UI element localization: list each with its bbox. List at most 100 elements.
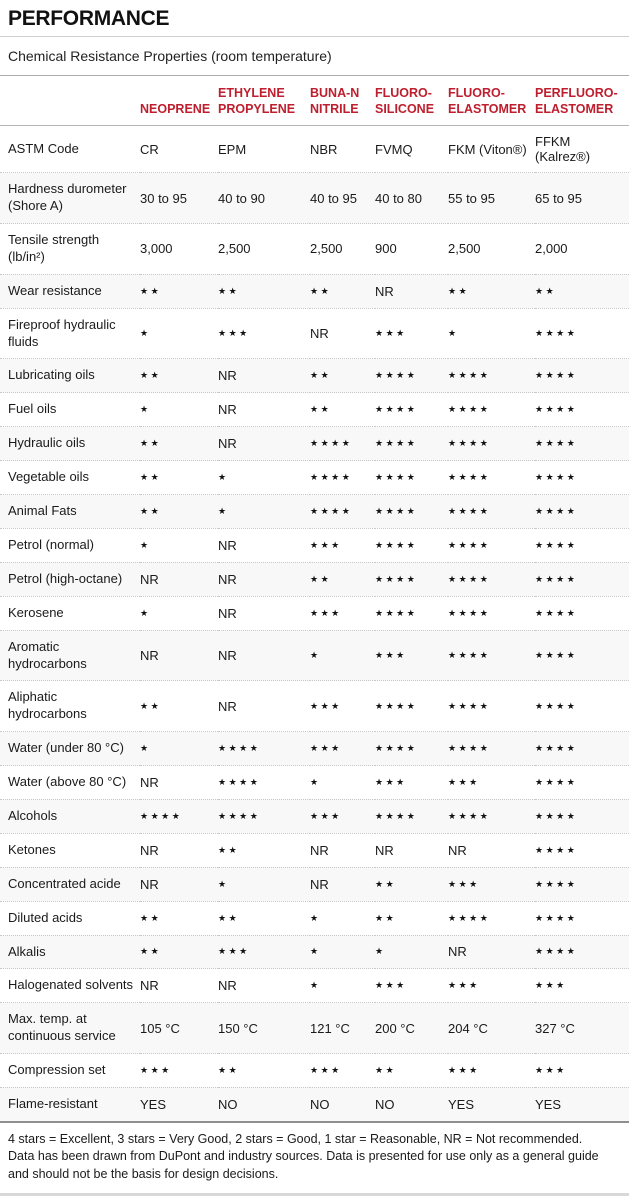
cell: ★★★ [448,878,480,889]
cell: ★★ [448,285,470,296]
cell: ★★ [218,912,240,923]
row-label: ASTM Code [8,140,79,156]
cell: ★★★★ [535,573,578,584]
cell: NR [448,944,467,960]
table-row: Petrol (high-octane) NR NR ★★ ★★★★ ★★★★ ★★★★ [0,562,629,597]
cell: ★ [310,946,321,957]
cell: 3,000 [140,241,173,257]
cell: 40 to 95 [310,190,357,206]
cell: ★★★★ [535,328,578,339]
cell: ★★ [140,285,162,296]
cell: ★★ [218,844,240,855]
cell: ★ [140,607,151,618]
cell: ★ [140,539,151,550]
cell: NR [218,648,237,663]
cell: ★★★★ [375,700,418,711]
cell: ★★ [140,912,162,923]
cell: ★★★★ [375,573,418,584]
cell: ★★★★ [448,370,491,381]
cell: ★★ [310,285,332,296]
cell: ★★★★ [375,505,418,516]
row-label: Alcohols [8,807,58,823]
cell: ★★★ [375,980,407,991]
column-header-6: PERFLUORO- ELASTOMER [535,76,629,127]
cell: FVMQ [375,141,413,157]
cell: ★★★★ [375,539,418,550]
cell: NR [448,842,467,858]
cell: ★★★★ [535,700,578,711]
row-label: Vegetable oils [8,469,89,485]
cell: ★★★★ [448,438,491,449]
cell: 204 °C [448,1020,488,1036]
cell: NR [140,978,159,994]
cell: ★★★★ [535,438,578,449]
cell: ★★ [140,946,162,957]
column-header-1: NEOPRENE [140,76,218,127]
cell: ★★★★ [535,539,578,550]
cell: ★★★★ [448,607,491,618]
cell: NR [140,842,159,858]
cell: ★ [218,878,229,889]
cell: ★★ [310,573,332,584]
cell: ★★★★ [310,472,353,483]
cell: ★★★★ [535,743,578,754]
row-label: Water (above 80 °C) [8,774,127,790]
cell: NR [218,436,237,452]
cell: ★★★ [375,650,407,660]
cell: ★★★★ [535,505,578,516]
cell: ★★★★ [448,650,491,660]
cell: ★★★★ [448,539,491,550]
cell: 65 to 95 [535,190,582,206]
cell: NR [310,842,329,858]
cell: ★★★ [448,1065,480,1076]
table-row: Alcohols ★★★★ ★★★★ ★★★ ★★★★ ★★★★ ★★★★ [0,799,629,834]
column-header-4: FLUORO- SILICONE [375,76,448,127]
row-label: Hardness durometer (Shore A) [8,181,127,214]
cell: 121 °C [310,1020,350,1036]
table-row: Aromatic hydrocarbons NR NR ★ ★★★ ★★★★ ★★★★ [0,630,629,681]
cell: ★★★★ [375,370,418,381]
cell: NBR [310,141,338,157]
cell: YES [448,1096,475,1112]
cell: NR [140,648,159,663]
table-row: Alkalis ★★ ★★★ ★ ★ NR ★★★★ [0,935,629,969]
cell: ★★★ [310,810,342,821]
cell: NO [218,1096,238,1112]
cell: NR [310,326,329,342]
cell: NR [218,368,237,384]
cell: ★★★★ [375,810,418,821]
cell: 55 to 95 [448,190,495,206]
cell: ★ [140,743,151,754]
cell: 40 to 90 [218,190,265,206]
cell: ★★★★ [310,505,353,516]
cell: NR [140,775,159,790]
row-label: Wear resistance [8,282,102,298]
row-label: Fireproof hydraulic fluids [8,316,116,349]
table-row: Hydraulic oils ★★ NR ★★★★ ★★★★ ★★★★ ★★★★ [0,426,629,461]
cell: FKM (Viton®) [448,141,527,157]
cell: NR [375,842,394,858]
table-row: ASTM Code CR EPM NBR FVMQ FKM (Viton®) FFKM (K… [0,126,629,173]
corner-cell [0,76,140,127]
cell: EPM [218,141,247,157]
cell: ★★★ [310,539,342,550]
cell: ★★★★ [535,607,578,618]
cell: 327 °C [535,1020,575,1036]
cell: ★ [310,650,321,660]
cell: ★★★★ [218,810,261,821]
column-header-2: ETHYLENE PROPYLENE [218,76,310,127]
table-row: Animal Fats ★★ ★ ★★★★ ★★★★ ★★★★ ★★★★ [0,494,629,529]
row-label: Aromatic hydrocarbons [8,638,87,671]
cell: ★★★★ [375,404,418,415]
table-row: Petrol (normal) ★ NR ★★★ ★★★★ ★★★★ ★★★★ [0,528,629,563]
cell: NR [218,402,237,418]
cell: ★ [140,328,151,339]
cell: ★★★ [375,777,407,787]
row-label: Fuel oils [8,401,57,417]
cell: ★★★★ [535,650,578,660]
column-header-5: FLUORO- ELASTOMER [448,76,535,127]
cell: ★★★★ [535,912,578,923]
cell: NO [310,1096,330,1112]
table-subtitle: Chemical Resistance Properties (room tem… [0,37,629,76]
